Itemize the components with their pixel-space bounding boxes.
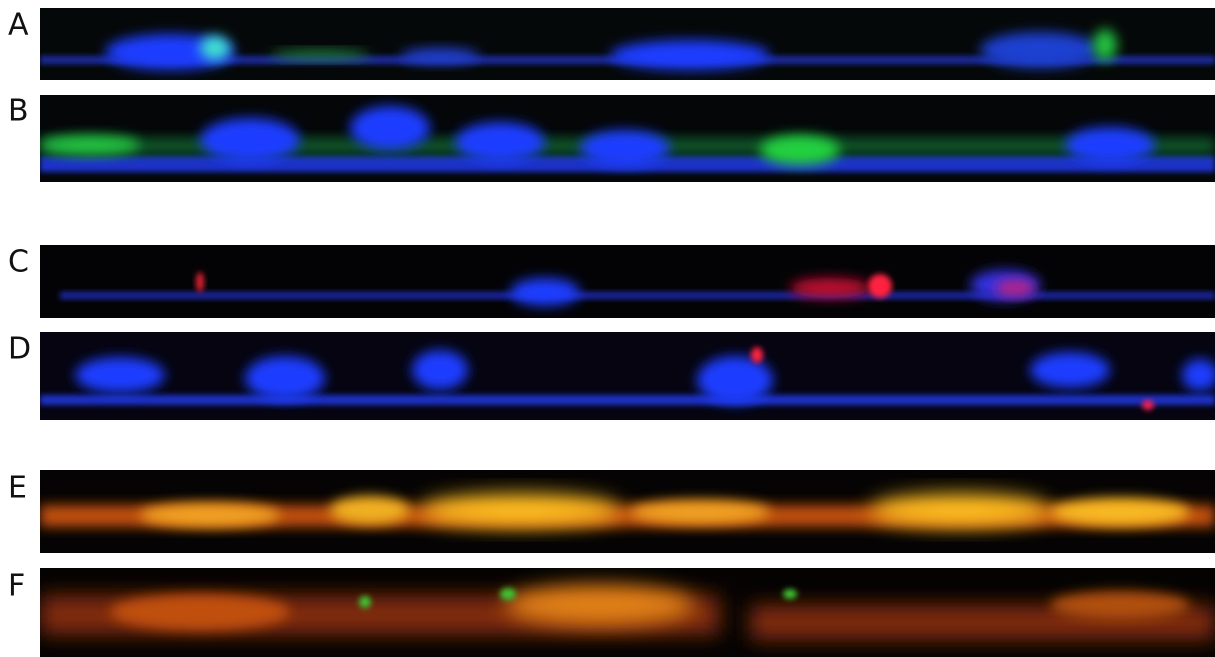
micrograph (40, 95, 1215, 182)
micrograph (40, 245, 1215, 318)
panel-label: C (8, 245, 29, 280)
panel-label: E (8, 471, 27, 506)
panel-label: F (8, 569, 25, 604)
micrograph (40, 8, 1215, 80)
panel-label: B (8, 94, 29, 129)
micrograph (40, 568, 1215, 657)
micrograph (40, 332, 1215, 420)
panel-label: A (8, 8, 29, 43)
figure: A B C D E F (0, 0, 1215, 657)
micrograph (40, 470, 1215, 553)
panel-label: D (8, 332, 31, 367)
